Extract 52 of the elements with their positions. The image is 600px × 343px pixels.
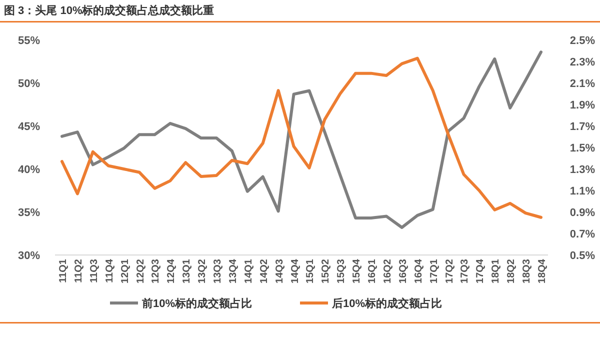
x-tick-label: 13Q3 xyxy=(212,258,224,284)
x-tick-label: 17Q1 xyxy=(428,258,440,284)
x-tick-label: 13Q1 xyxy=(182,258,193,284)
x-tick-label: 16Q1 xyxy=(367,258,378,284)
y2-tick-label: 0.7% xyxy=(570,228,596,240)
x-tick-label: 14Q2 xyxy=(258,258,270,284)
x-tick-label: 12Q4 xyxy=(166,258,178,284)
x-tick-label: 16Q3 xyxy=(398,258,409,284)
y2-tick-label: 1.3% xyxy=(570,164,596,176)
x-tick-label: 12Q2 xyxy=(135,258,146,284)
x-tick-label: 11Q2 xyxy=(73,258,84,283)
y2-tick-label: 2.3% xyxy=(570,56,596,68)
x-tick-label: 16Q4 xyxy=(413,258,424,284)
y2-tick-label: 1.9% xyxy=(570,99,596,112)
x-tick-label: 18Q2 xyxy=(506,258,518,284)
x-tick-label: 11Q1 xyxy=(58,258,69,283)
x-tick-label: 15Q3 xyxy=(336,258,348,284)
y2-tick-label: 0.5% xyxy=(570,250,596,262)
x-tick-label: 11Q3 xyxy=(88,258,100,283)
y-tick-label: 30% xyxy=(18,250,40,262)
y2-tick-label: 0.9% xyxy=(570,206,596,219)
legend-label: 前10%标的成交额占比 xyxy=(141,296,252,310)
x-tick-label: 18Q3 xyxy=(522,258,533,284)
x-tick-label: 16Q2 xyxy=(382,258,394,284)
x-tick-label: 17Q3 xyxy=(460,258,471,284)
chart-title: 图 3：头尾 10%标的成交额占总成交额比重 xyxy=(4,4,214,17)
y-tick-label: 55% xyxy=(18,34,40,47)
x-tick-label: 13Q4 xyxy=(228,258,239,284)
x-tick-label: 18Q4 xyxy=(537,258,548,284)
x-tick-label: 17Q2 xyxy=(444,258,456,284)
x-tick-label: 14Q4 xyxy=(290,258,301,284)
y2-tick-label: 1.1% xyxy=(570,185,596,198)
y2-tick-label: 2.1% xyxy=(570,78,596,90)
y-tick-label: 40% xyxy=(18,164,40,176)
x-tick-label: 18Q1 xyxy=(490,258,502,284)
x-tick-label: 15Q2 xyxy=(320,258,332,284)
x-tick-label: 11Q4 xyxy=(104,258,116,283)
x-tick-label: 17Q4 xyxy=(475,258,486,284)
y-tick-label: 50% xyxy=(18,78,40,90)
y-tick-label: 45% xyxy=(18,120,40,133)
y-tick-label: 35% xyxy=(18,206,40,219)
x-tick-label: 12Q3 xyxy=(150,258,162,284)
x-tick-label: 14Q3 xyxy=(274,258,286,284)
x-tick-label: 15Q1 xyxy=(305,258,316,284)
y2-tick-label: 1.5% xyxy=(570,142,596,154)
x-tick-label: 13Q2 xyxy=(197,258,208,284)
x-tick-label: 12Q1 xyxy=(120,258,131,284)
legend-label: 后10%标的成交额占比 xyxy=(331,296,442,310)
y2-tick-label: 2.5% xyxy=(570,34,596,47)
y2-tick-label: 1.7% xyxy=(570,120,596,133)
x-tick-label: 14Q1 xyxy=(243,258,254,284)
x-tick-label: 15Q4 xyxy=(352,258,363,284)
